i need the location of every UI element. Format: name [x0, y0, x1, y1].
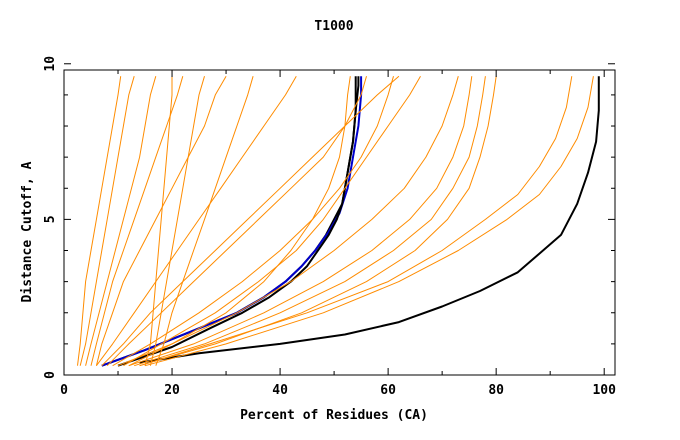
x-tick-label: 60 — [380, 383, 396, 398]
series-line — [139, 76, 573, 367]
series-line — [95, 75, 297, 366]
y-tick-label: 0 — [43, 371, 58, 379]
x-tick-label: 100 — [592, 383, 616, 398]
x-tick-label: 40 — [272, 383, 288, 398]
x-tick-label: 80 — [488, 383, 504, 398]
series-line — [85, 76, 157, 366]
x-tick-label: 0 — [60, 383, 68, 398]
y-tick-label: 10 — [43, 56, 58, 72]
x-axis-label: Percent of Residues (CA) — [240, 408, 428, 423]
plot-frame — [63, 69, 616, 376]
ticks-layer: 0 20 40 60 80 100 0 5 10 — [43, 56, 616, 398]
series-line — [128, 76, 473, 367]
series-line — [117, 76, 357, 367]
series-line — [134, 76, 486, 367]
series-line — [95, 75, 227, 366]
series-line — [149, 76, 205, 366]
series-line — [144, 76, 594, 367]
series-layer — [77, 75, 600, 367]
series-line — [79, 76, 135, 366]
chart-title: T1000 — [314, 19, 353, 34]
series-line — [101, 76, 363, 367]
x-tick-label: 20 — [164, 383, 180, 398]
series-line — [123, 75, 421, 367]
series-line — [117, 76, 459, 367]
y-tick-label: 5 — [43, 215, 58, 223]
series-line — [101, 75, 400, 367]
y-axis-label: Distance Cutoff, A — [20, 161, 35, 302]
series-line — [77, 76, 122, 366]
series-line — [155, 76, 254, 366]
series-line — [139, 76, 497, 367]
series-line — [106, 76, 367, 367]
series-line — [128, 76, 351, 367]
series-line — [139, 76, 600, 364]
series-line — [144, 76, 173, 366]
